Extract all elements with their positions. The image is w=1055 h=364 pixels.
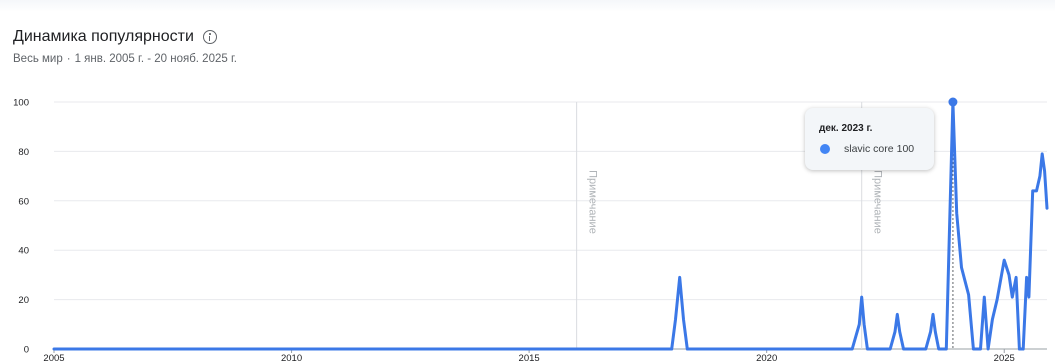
series-line [52, 100, 1049, 351]
tooltip-series-dot [820, 144, 830, 154]
tooltip-date: дек. 2023 г. [819, 123, 873, 134]
highlight-point [948, 97, 958, 107]
chart-subtitle: Весь мир · 1 янв. 2005 г. - 20 нояб. 2025 … [13, 53, 237, 65]
chart-header: Динамика популярности [13, 28, 217, 46]
tooltip-value: 100 [896, 143, 915, 155]
x-tick-label: 2025 [994, 353, 1015, 364]
y-tick-label: 80 [18, 147, 29, 158]
y-tick-label: 40 [18, 246, 29, 257]
subtitle-separator: · [66, 53, 71, 65]
x-axis-ticks: 2005 2010 2015 2020 2025 [43, 349, 1015, 364]
tooltip-series-name: slavic core [844, 143, 894, 155]
chart-series [52, 97, 1049, 351]
data-tooltip: дек. 2023 г. slavic core 100 [805, 108, 934, 170]
x-tick-label: 2015 [519, 353, 540, 364]
chart-title: Динамика популярности [13, 28, 194, 45]
y-tick-label: 100 [13, 98, 29, 109]
x-tick-label: 2010 [281, 353, 302, 364]
top-divider [0, 0, 1055, 12]
y-tick-label: 20 [18, 295, 29, 306]
info-icon[interactable] [202, 30, 217, 44]
chart-annotations: Примечание Примечание [576, 102, 884, 349]
period-label[interactable]: 1 янв. 2005 г. - 20 нояб. 2025 г. [74, 53, 237, 65]
x-tick-label: 2020 [756, 353, 777, 364]
tooltip-series: slavic core 100 [844, 143, 914, 155]
x-tick-label: 2005 [43, 353, 64, 364]
y-tick-label: 0 [24, 345, 29, 356]
region-label[interactable]: Весь мир [13, 53, 63, 65]
annotation-label: Примечание [587, 170, 599, 234]
annotation-label: Примечание [872, 170, 884, 234]
y-axis-ticks: 0 20 40 60 80 100 [13, 98, 29, 356]
y-tick-label: 60 [18, 196, 29, 207]
